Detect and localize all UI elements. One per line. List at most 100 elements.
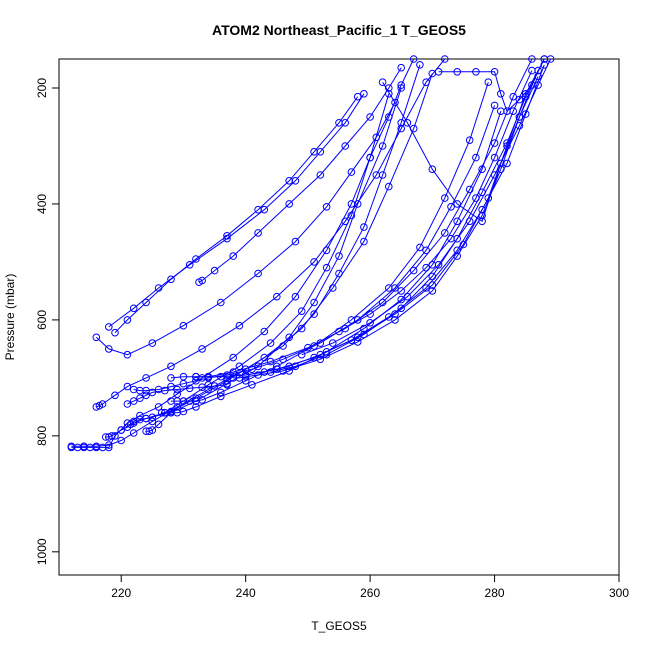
- data-point: [353, 200, 362, 208]
- data-point: [497, 159, 505, 168]
- data-point: [322, 350, 331, 359]
- data-point: [385, 313, 393, 321]
- data-point: [385, 182, 393, 191]
- series-5: [92, 55, 449, 411]
- data-point: [329, 284, 337, 292]
- x-axis: 220 240 260 280 300: [111, 574, 629, 600]
- data-point: [341, 217, 350, 226]
- data-point: [260, 327, 269, 336]
- data-point: [173, 385, 181, 394]
- series-11: [192, 61, 549, 381]
- data-point: [403, 292, 412, 301]
- x-tick-label: 300: [609, 586, 629, 600]
- data-point: [198, 396, 206, 404]
- data-point: [254, 371, 262, 379]
- data-point: [310, 298, 318, 307]
- data-point: [391, 316, 399, 324]
- data-point: [297, 307, 306, 316]
- data-point: [167, 362, 175, 371]
- series-21: [378, 72, 542, 226]
- data-point: [366, 319, 374, 327]
- data-point: [528, 66, 536, 75]
- data-point: [515, 95, 524, 104]
- data-point: [217, 298, 225, 307]
- data-point: [378, 78, 387, 86]
- series-line: [382, 76, 539, 223]
- data-point: [285, 333, 294, 342]
- data-point: [515, 113, 524, 121]
- data-point: [409, 266, 418, 275]
- y-tick-label: 200: [35, 78, 49, 98]
- data-point: [428, 165, 437, 173]
- series-line: [245, 58, 545, 376]
- data-point: [434, 68, 443, 76]
- y-tick-label: 600: [35, 310, 49, 330]
- data-point: [210, 382, 219, 390]
- data-point: [235, 321, 244, 330]
- data-point: [154, 403, 163, 411]
- data-point: [142, 374, 150, 382]
- y-tick-label: 400: [35, 194, 49, 214]
- data-point: [397, 304, 406, 313]
- data-point: [372, 133, 381, 142]
- data-point: [441, 194, 449, 202]
- data-point: [478, 217, 486, 226]
- data-point: [335, 119, 343, 127]
- data-point: [441, 55, 449, 63]
- data-point: [465, 217, 474, 226]
- data-point: [490, 68, 499, 76]
- data-point: [360, 330, 368, 339]
- data-point: [154, 420, 163, 429]
- data-point: [490, 171, 499, 179]
- data-point: [142, 386, 150, 395]
- data-point: [416, 243, 424, 252]
- data-point: [148, 426, 157, 434]
- data-point: [465, 136, 474, 144]
- data-point: [428, 281, 437, 289]
- data-point: [192, 377, 200, 385]
- data-point: [266, 368, 275, 376]
- series-line: [96, 58, 446, 408]
- series-layer: [67, 55, 555, 452]
- data-point: [360, 237, 368, 246]
- data-point: [142, 391, 150, 400]
- data-point: [92, 442, 101, 451]
- data-point: [185, 384, 194, 393]
- data-point: [229, 252, 237, 260]
- data-point: [316, 171, 325, 179]
- series-3: [117, 69, 437, 434]
- data-point: [117, 436, 125, 445]
- x-tick-label: 260: [360, 586, 380, 600]
- data-point: [217, 372, 225, 381]
- data-point: [304, 343, 312, 352]
- data-point: [397, 124, 406, 133]
- data-point: [67, 442, 76, 451]
- data-point: [92, 333, 101, 342]
- series-line: [108, 93, 365, 328]
- data-point: [167, 382, 175, 391]
- data-point: [497, 90, 505, 98]
- data-point: [291, 362, 300, 371]
- data-point: [490, 101, 499, 110]
- x-axis-label: T_GEOS5: [311, 619, 367, 633]
- data-point: [198, 345, 206, 353]
- series-22: [434, 68, 536, 115]
- series-12: [229, 66, 542, 382]
- data-point: [266, 357, 275, 366]
- data-point: [360, 223, 368, 231]
- data-point: [441, 229, 449, 237]
- data-point: [322, 263, 331, 272]
- data-point: [235, 362, 244, 371]
- data-point: [341, 142, 350, 150]
- data-point: [459, 240, 468, 249]
- data-point: [145, 427, 153, 436]
- data-point: [136, 411, 144, 420]
- data-point: [241, 371, 250, 379]
- data-point: [465, 185, 474, 194]
- data-point: [447, 234, 455, 243]
- data-point: [291, 292, 300, 301]
- plot-area-frame: [58, 58, 620, 576]
- data-point: [310, 258, 318, 266]
- series-line: [71, 58, 415, 448]
